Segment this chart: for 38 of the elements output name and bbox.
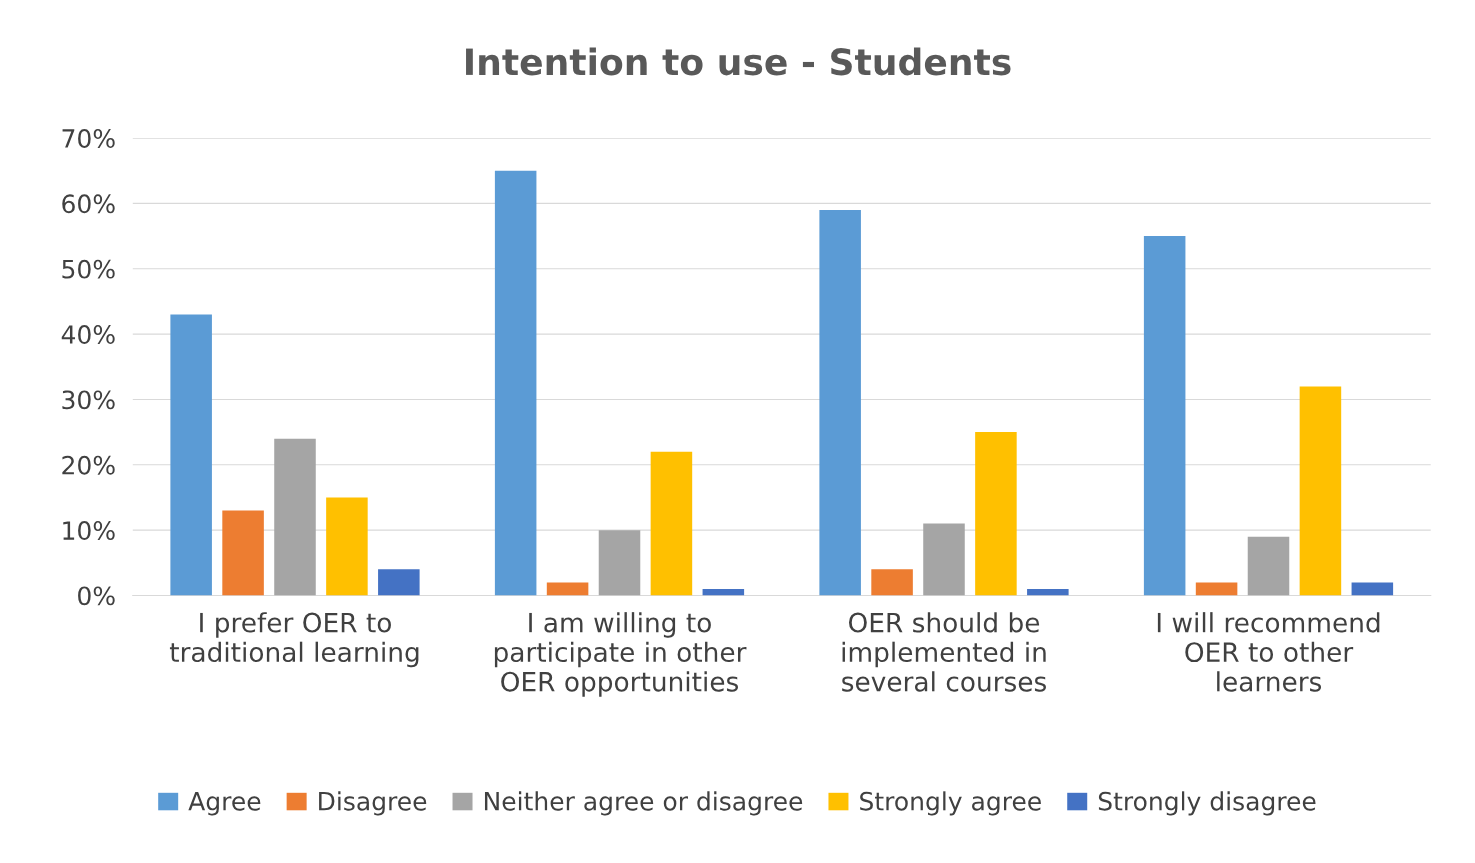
y-tick-label: 30% [62,390,115,410]
bar [1299,386,1342,596]
x-tick-label: OER should be implemented in several courses [842,612,1046,692]
bar [975,432,1017,596]
bar [1247,536,1290,596]
bar [702,588,745,596]
y-tick-label: 60% [62,194,115,214]
bar [819,209,861,596]
legend-label: Strongly disagree [1098,791,1316,816]
legend-label: Disagree [319,791,427,816]
bar [1143,236,1186,596]
legend-label: Strongly agree [860,791,1041,816]
y-tick-label: 70% [62,129,115,148]
bar [650,451,693,596]
y-tick-label: 10% [63,521,115,540]
bar [923,523,965,596]
bar [1351,582,1394,596]
x-tick-label: I will recommend OER to other learners [1157,612,1380,692]
bar [1027,588,1069,596]
y-tick-label: 0% [78,586,115,606]
bar [326,497,368,596]
chart-title: Intention to use - Students [466,47,1011,76]
bar [546,582,589,596]
bar [598,530,641,596]
x-tick-label: I am willing to participate in other OER opportunities [494,612,747,697]
bar [494,170,537,596]
bar [222,510,264,596]
bar [1195,582,1238,596]
legend-label: Agree [188,792,261,816]
x-tick-label: I prefer OER to traditional learning [169,612,419,668]
y-tick-label: 50% [62,259,115,279]
bar [871,569,913,596]
y-tick-label: 20% [62,455,115,475]
y-tick-label: 40% [61,325,115,344]
bar [378,569,420,596]
bar [170,314,212,596]
legend-label: Neither agree or disagree [484,791,803,816]
bar [274,438,316,596]
